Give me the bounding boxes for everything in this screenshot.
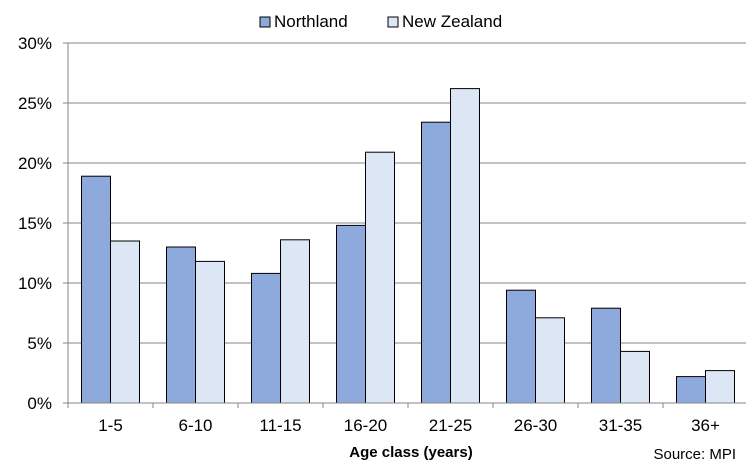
x-axis-tick-labels: 1-5 6-10 11-15 16-20 21-25 26-30 31-35 36+: [98, 416, 720, 435]
axes: [67, 43, 746, 408]
gridlines: [63, 42, 746, 404]
bar-new-zealand-31-35: [620, 350, 650, 404]
y-tick-label: 15%: [18, 214, 52, 233]
bar-new-zealand-26-30: [535, 317, 565, 404]
y-axis-tick-labels: 0% 5% 10% 15% 20% 25% 30%: [18, 34, 52, 413]
bar-northland-1-5: [81, 175, 111, 404]
legend-label-new-zealand: New Zealand: [402, 12, 502, 31]
bar-northland-11-15: [251, 272, 281, 404]
x-tick-label: 31-35: [599, 416, 642, 435]
legend-swatch-northland: [259, 16, 271, 28]
bar-new-zealand-16-20: [365, 151, 395, 404]
bar-new-zealand-6-10: [195, 260, 225, 404]
x-tick-label: 26-30: [514, 416, 557, 435]
y-tick-label: 25%: [18, 94, 52, 113]
y-tick-label: 5%: [27, 334, 52, 353]
y-tick-label: 30%: [18, 34, 52, 53]
source-note: Source: MPI: [653, 446, 736, 463]
bar-northland-6-10: [166, 246, 196, 404]
legend-label-northland: Northland: [274, 12, 348, 31]
y-tick-label: 10%: [18, 274, 52, 293]
bar-northland-16-20: [336, 224, 366, 404]
x-tick-label: 11-15: [259, 416, 301, 435]
y-tick-label: 20%: [18, 154, 52, 173]
x-tick-label: 36+: [691, 416, 720, 435]
y-tick-label: 0%: [27, 394, 52, 413]
bars: [81, 88, 735, 404]
bar-new-zealand-11-15: [280, 239, 310, 404]
x-tick-label: 16-20: [344, 416, 387, 435]
legend-swatch-new-zealand: [387, 16, 399, 28]
bar-northland-36+: [676, 376, 706, 404]
bar-new-zealand-21-25: [450, 88, 480, 404]
bar-northland-26-30: [506, 289, 536, 404]
bar-new-zealand-1-5: [110, 240, 140, 404]
x-tick-label: 1-5: [98, 416, 123, 435]
legend: Northland New Zealand: [259, 12, 502, 31]
x-axis-title: Age class (years): [349, 444, 472, 461]
x-tick-label: 6-10: [178, 416, 212, 435]
bar-northland-31-35: [591, 307, 621, 404]
bar-northland-21-25: [421, 121, 451, 404]
x-tick-label: 21-25: [429, 416, 472, 435]
bar-new-zealand-36+: [705, 370, 735, 404]
